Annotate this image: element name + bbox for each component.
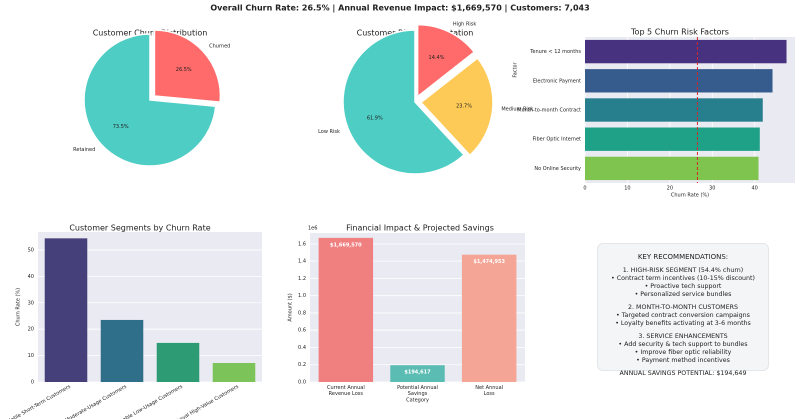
y-tick-label: 0.4 [298,345,306,351]
bar [156,342,200,382]
bar [585,127,760,151]
x-tick-label: 20 [667,186,673,192]
x-tick-label: 10 [624,186,630,192]
bar [390,365,445,382]
y-tick-label: 0.6 [298,328,306,334]
y-axis-label: Amount ($) [288,293,294,321]
chart-title: Customer Churn Distribution [93,29,208,38]
recommendation-text: • Improve fiber optic reliability [634,349,732,357]
bar [585,98,763,122]
x-tick-label: Loyal High-Value Customers [176,384,240,419]
y-axis-label: Factor [513,61,519,77]
bar [461,254,517,382]
slice-value: 73.5% [113,124,129,130]
bar [318,237,374,382]
x-tick-label: Potential Annual Savings [397,385,438,397]
recommendation-text: • Payment method incentives [636,357,730,365]
slice-value: 61.9% [367,115,383,121]
x-axis-label: Category [406,398,429,404]
bar [212,362,256,382]
chart-title: Top 5 Churn Risk Factors [630,28,729,37]
recommendation-text: • Proactive tech support [644,283,722,291]
y-tick-label: 20 [28,327,34,333]
slice-label: Low Risk [318,129,340,135]
recommendation-text: 2. MONTH-TO-MONTH CUSTOMERS [628,304,738,312]
pie-slice [153,29,222,103]
y-tick-label: Electronic Payment [533,78,581,84]
y-tick-label: 1.6 [298,241,306,247]
pie-slice [419,56,494,157]
chart-title: Financial Impact & Projected Savings [346,224,494,233]
page-title: Overall Churn Rate: 26.5% | Annual Reven… [210,4,589,13]
slice-label: Churned [209,44,230,50]
slice-value: 23.7% [456,103,472,109]
recommendation-text: • Contract term incentives (10-15% disco… [611,275,755,282]
slice-label: High Risk [453,22,477,28]
x-tick-label: 0 [583,186,586,192]
y-tick-label: 1.2 [298,276,306,282]
y-tick-label: 1.0 [298,293,306,299]
y-tick-label: Fiber Optic Internet [533,137,581,143]
y-tick-label: 10 [28,353,34,359]
bar [100,319,144,382]
y-tick-label: 0.2 [298,362,306,368]
y-tick-label: 50 [28,247,34,253]
slice-value: 14.4% [429,55,445,61]
pie-slice [83,33,217,167]
x-tick-label: Moderate-Usage Customers [64,384,128,419]
bar [585,39,787,64]
pie-slice [416,23,476,99]
value-label: $1,474,953 [473,259,505,265]
recommendation-text: • Targeted contract conversion campaigns [616,312,750,320]
x-tick-label: Net Annual Loss [475,385,503,397]
bar [585,156,759,181]
recommendation-text: • Loyalty benefits activating at 3-6 mon… [615,320,751,328]
value-label: $1,669,570 [330,242,362,248]
x-axis-label: Churn Rate (%) [671,193,709,199]
recommendation-text: ANNUAL SAVINGS POTENTIAL: $194,649 [619,370,747,378]
chart-title: Customer Segments by Churn Rate [69,224,210,233]
y-tick-label: No Online Security [534,166,581,172]
recommendation-text: • Personalized service bundles [634,291,732,299]
recommendation-text: • Add security & tech support to bundles [618,341,748,349]
y-tick-label: 40 [28,274,34,280]
axis-offset: 1e6 [308,226,317,232]
x-tick-label: Current Annual Revenue Loss [327,385,365,397]
y-tick-label: 0 [31,380,34,386]
y-tick-label: 1.4 [298,259,306,265]
y-tick-label: 0.8 [298,310,306,316]
y-tick-label: Month-to-month Contract [517,108,581,114]
pie-slice [342,29,466,175]
y-tick-label: Tenure < 12 months [529,49,581,55]
x-tick-label: 30 [709,186,715,192]
bar [585,69,773,93]
x-tick-label: Volatile Short-Term Customers [4,384,73,419]
bar [44,238,88,382]
recommendation-text: KEY RECOMMENDATIONS: [637,253,729,261]
y-tick-label: 30 [28,300,34,306]
recommendation-text: 3. SERVICE ENHANCEMENTS [638,333,728,341]
value-label: $194,617 [404,370,431,376]
recommendation-text: 1. HIGH-RISK SEGMENT (54.4% churn) [622,266,744,274]
y-axis-label: Churn Rate (%) [16,288,22,326]
slice-value: 26.5% [176,67,192,73]
slice-label: Retained [73,147,95,153]
y-tick-label: 0.0 [298,380,306,386]
x-tick-label: 40 [752,186,758,192]
slice-label: Medium Risk [501,106,533,112]
recommendations: KEY RECOMMENDATIONS: 1. HIGH-RISK SEGMENT… [597,243,769,377]
